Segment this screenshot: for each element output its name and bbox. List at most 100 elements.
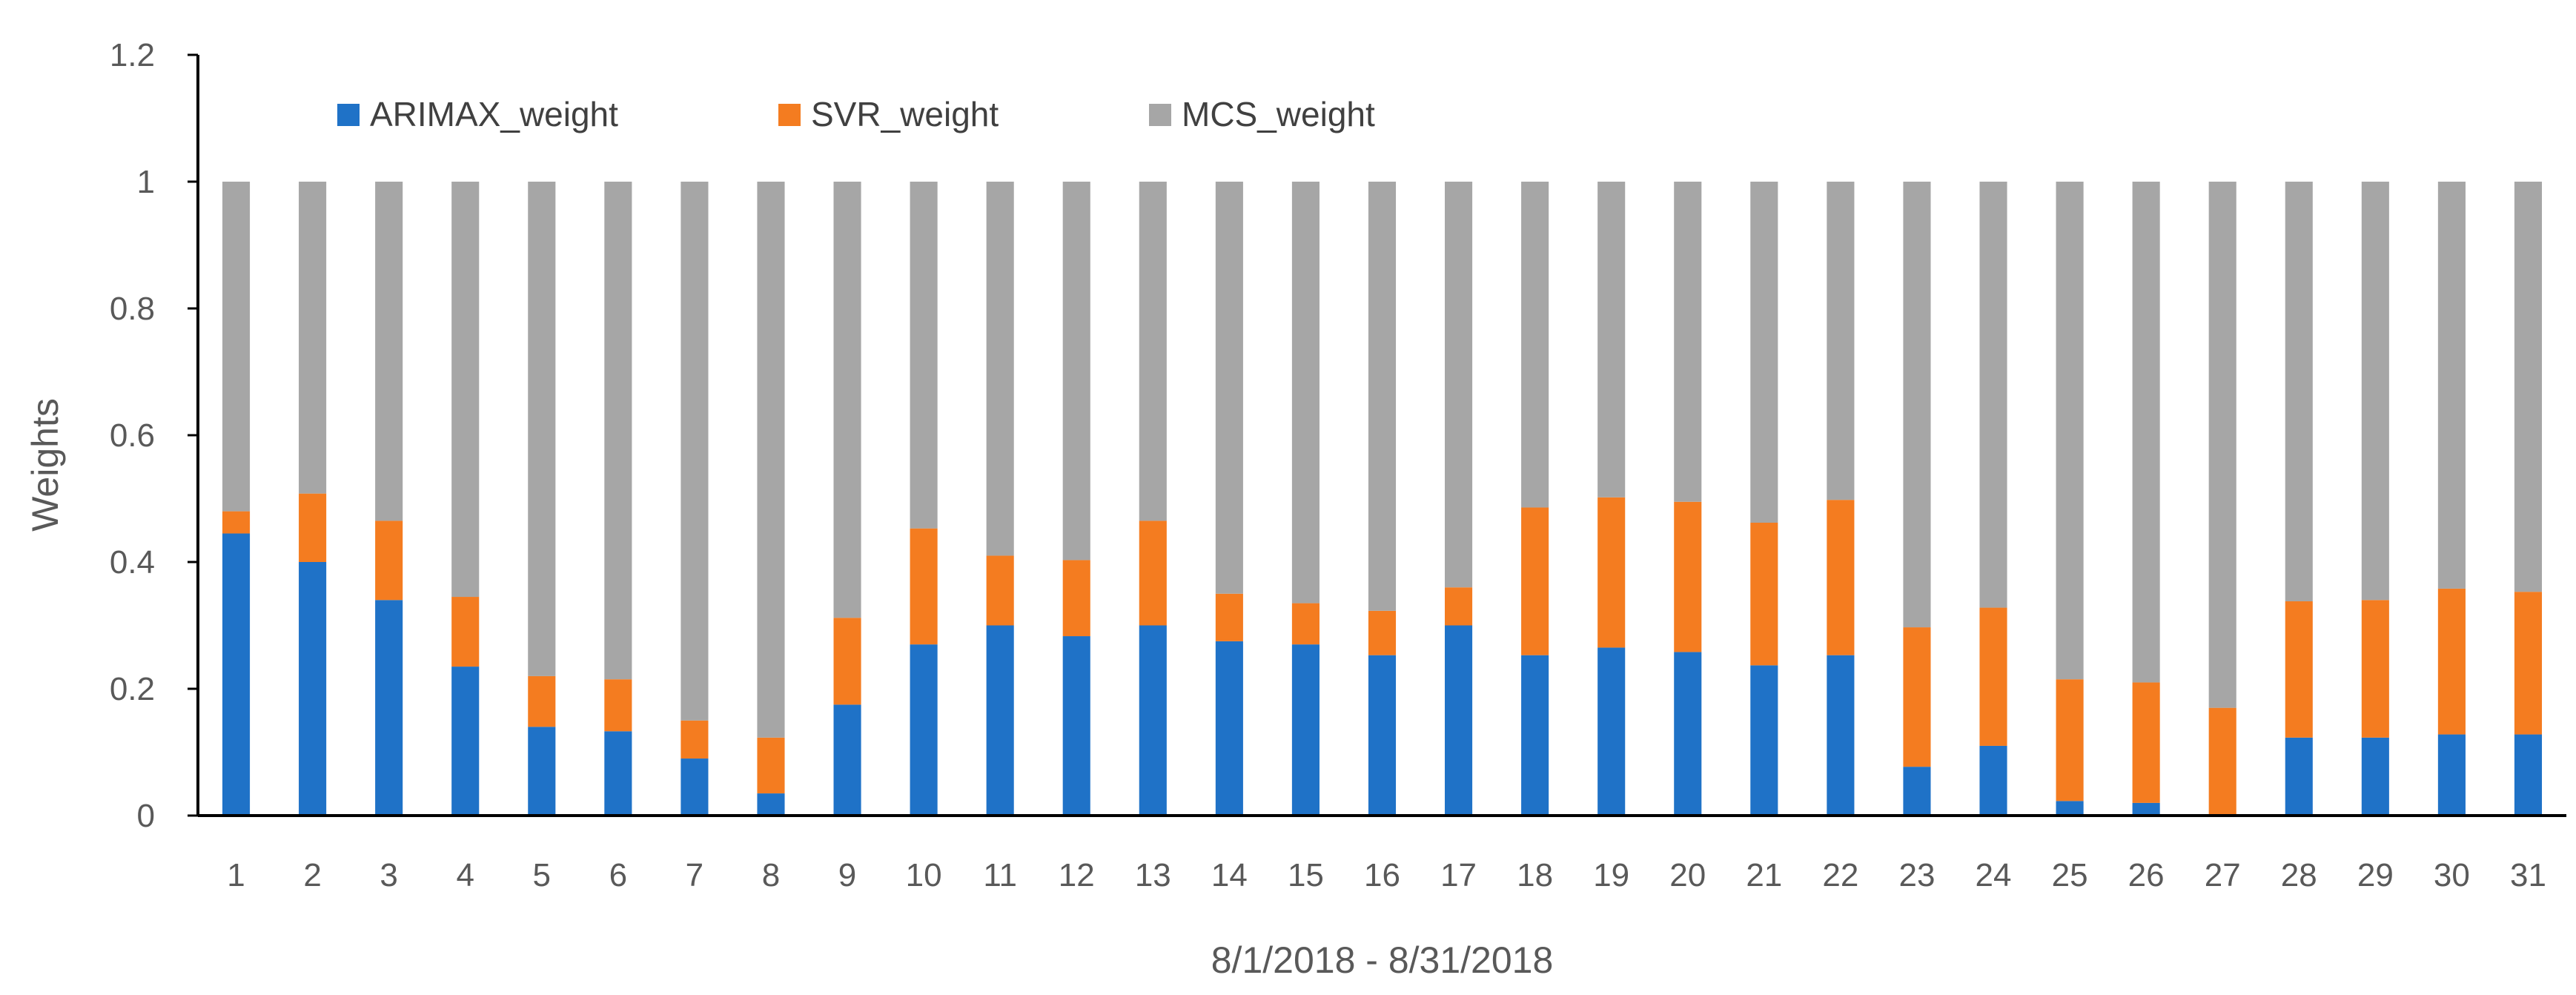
- x-tick-label: 19: [1593, 857, 1629, 893]
- bar-arimax-weight-day-26: [2132, 802, 2160, 816]
- x-tick-label: 18: [1517, 857, 1553, 893]
- x-tick-label: 12: [1059, 857, 1095, 893]
- bar-mcs-weight-day-23: [1903, 182, 1931, 628]
- bar-arimax-weight-day-29: [2361, 737, 2389, 816]
- bar-svr-weight-day-1: [222, 511, 251, 534]
- bar-arimax-weight-day-19: [1597, 647, 1626, 816]
- bar-mcs-weight-day-7: [681, 182, 709, 721]
- bar-arimax-weight-day-10: [910, 644, 938, 816]
- bar-svr-weight-day-24: [1979, 607, 2007, 746]
- bar-svr-weight-day-20: [1674, 501, 1702, 652]
- bar-mcs-weight-day-13: [1139, 182, 1167, 521]
- bar-svr-weight-day-3: [375, 520, 403, 601]
- bar-svr-weight-day-13: [1139, 520, 1167, 626]
- legend-label-arimax-weight: ARIMAX_weight: [370, 95, 618, 133]
- bar-arimax-weight-day-8: [757, 793, 785, 816]
- bar-svr-weight-day-29: [2361, 600, 2389, 738]
- bar-arimax-weight-day-3: [375, 600, 403, 816]
- x-tick-label: 21: [1746, 857, 1782, 893]
- bar-arimax-weight-day-16: [1368, 655, 1397, 816]
- bar-arimax-weight-day-24: [1979, 745, 2007, 816]
- x-tick-label: 25: [2052, 857, 2088, 893]
- bar-arimax-weight-day-17: [1445, 625, 1473, 816]
- bar-arimax-weight-day-2: [299, 562, 327, 816]
- bar-svr-weight-day-15: [1291, 603, 1320, 645]
- bar-arimax-weight-day-6: [604, 731, 632, 816]
- bar-arimax-weight-day-1: [222, 533, 251, 816]
- bar-mcs-weight-day-14: [1215, 182, 1243, 594]
- bar-mcs-weight-day-5: [528, 182, 556, 676]
- bar-arimax-weight-day-30: [2437, 734, 2466, 816]
- bar-svr-weight-day-2: [299, 493, 327, 562]
- bar-svr-weight-day-19: [1597, 497, 1626, 648]
- bar-svr-weight-day-26: [2132, 682, 2160, 803]
- bar-mcs-weight-day-10: [910, 182, 938, 529]
- bar-svr-weight-day-11: [986, 555, 1014, 626]
- y-tick-label: 1: [137, 164, 155, 200]
- bar-arimax-weight-day-11: [986, 625, 1014, 816]
- x-tick-label: 30: [2434, 857, 2470, 893]
- bar-mcs-weight-day-25: [2056, 182, 2084, 680]
- bar-mcs-weight-day-27: [2208, 182, 2236, 708]
- bar-svr-weight-day-27: [2208, 707, 2236, 816]
- bar-mcs-weight-day-12: [1062, 182, 1090, 561]
- x-tick-label: 27: [2205, 857, 2241, 893]
- bar-svr-weight-day-28: [2285, 601, 2313, 738]
- bar-mcs-weight-day-30: [2437, 182, 2466, 589]
- bar-mcs-weight-day-21: [1750, 182, 1778, 523]
- bar-arimax-weight-day-28: [2285, 737, 2313, 816]
- bar-mcs-weight-day-16: [1368, 182, 1397, 611]
- bar-mcs-weight-day-28: [2285, 182, 2313, 602]
- bar-arimax-weight-day-4: [451, 667, 480, 816]
- x-tick-label: 5: [533, 857, 551, 893]
- bar-mcs-weight-day-22: [1827, 182, 1855, 500]
- labels-layer: 1 2 3 4 5 6 7 8 9 10 11 12 13 14 15 16 17 18 19 20 21 22 23 24 2…: [24, 37, 2546, 981]
- legend-swatch-mcs-weight: [1149, 104, 1171, 126]
- x-tick-label: 6: [609, 857, 627, 893]
- x-tick-label: 26: [2128, 857, 2165, 893]
- x-tick-label: 11: [983, 857, 1017, 893]
- bar-svr-weight-day-14: [1215, 593, 1243, 641]
- x-tick-label: 2: [303, 857, 321, 893]
- x-tick-label: 15: [1288, 857, 1324, 893]
- x-tick-label: 31: [2510, 857, 2546, 893]
- bar-svr-weight-day-5: [528, 675, 556, 727]
- x-tick-label: 8: [762, 857, 780, 893]
- bar-svr-weight-day-30: [2437, 588, 2466, 735]
- bar-mcs-weight-day-2: [299, 182, 327, 494]
- legend-swatch-arimax-weight: [337, 104, 360, 126]
- bar-arimax-weight-day-22: [1827, 655, 1855, 816]
- x-tick-label: 17: [1440, 857, 1477, 893]
- bar-mcs-weight-day-20: [1674, 182, 1702, 502]
- x-tick-label: 10: [906, 857, 942, 893]
- bar-svr-weight-day-8: [757, 737, 785, 794]
- bar-svr-weight-day-10: [910, 528, 938, 645]
- bars-layer: [222, 182, 2543, 816]
- bar-svr-weight-day-25: [2056, 679, 2084, 801]
- bar-svr-weight-day-6: [604, 679, 632, 732]
- bar-svr-weight-day-4: [451, 597, 480, 667]
- bar-svr-weight-day-7: [681, 720, 709, 759]
- y-tick-label: 1.2: [110, 37, 155, 73]
- bar-mcs-weight-day-31: [2514, 182, 2543, 592]
- bar-mcs-weight-day-19: [1597, 182, 1626, 498]
- bar-mcs-weight-day-1: [222, 182, 251, 512]
- bar-mcs-weight-day-11: [986, 182, 1014, 556]
- bar-arimax-weight-day-21: [1750, 665, 1778, 816]
- legend-swatch-svr-weight: [778, 104, 801, 126]
- bar-svr-weight-day-18: [1521, 507, 1549, 655]
- y-axis-title: Weights: [24, 398, 66, 532]
- x-tick-label: 4: [456, 857, 474, 893]
- y-tick-label: 0: [137, 798, 155, 834]
- x-tick-label: 1: [227, 857, 245, 893]
- bar-svr-weight-day-16: [1368, 610, 1397, 655]
- x-tick-label: 28: [2281, 857, 2317, 893]
- x-tick-label: 22: [1822, 857, 1858, 893]
- bar-svr-weight-day-22: [1827, 500, 1855, 655]
- bar-svr-weight-day-23: [1903, 627, 1931, 767]
- legend-label-svr-weight: SVR_weight: [811, 95, 999, 133]
- bar-arimax-weight-day-12: [1062, 636, 1090, 816]
- bar-arimax-weight-day-7: [681, 758, 709, 816]
